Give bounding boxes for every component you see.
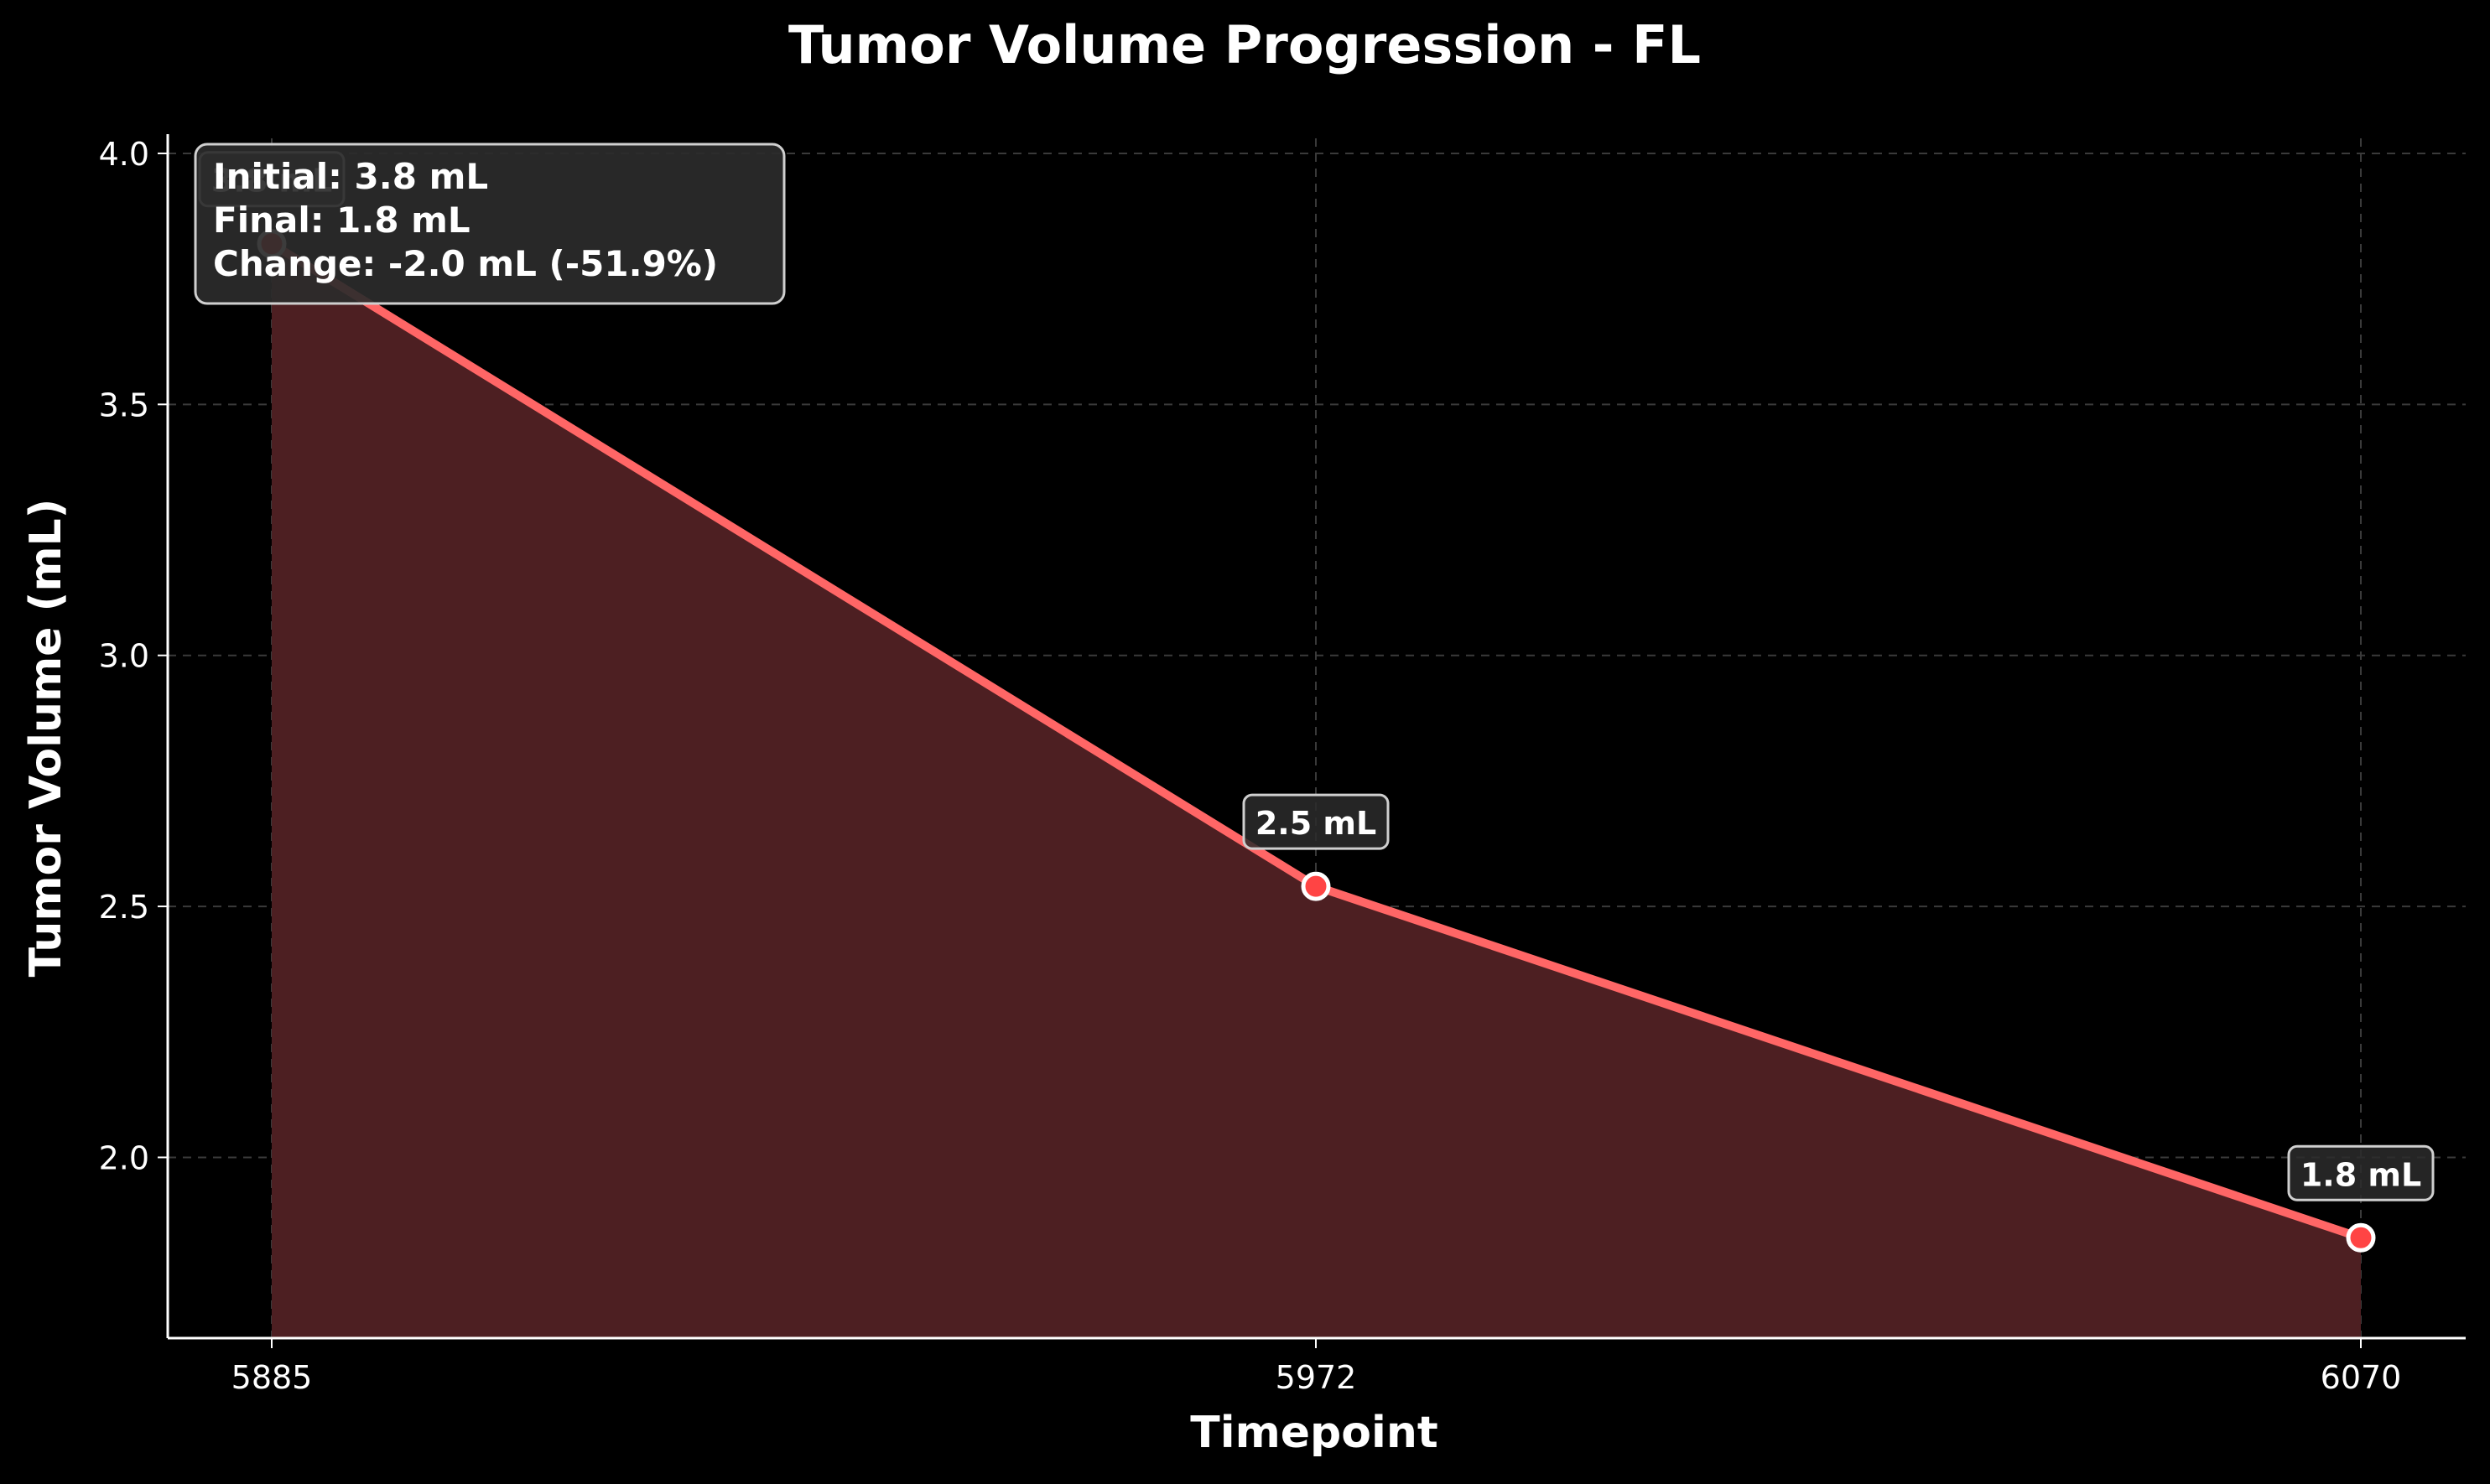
x-tick-label: 5972 (1276, 1359, 1357, 1396)
summary-box-background (194, 143, 786, 305)
data-label: 2.5 mL (1242, 793, 1390, 850)
data-label-box (1242, 793, 1390, 850)
axis-layer: 2.0 2.5 3.0 3.5 4.0 5885 5972 6070 (99, 134, 2466, 1396)
y-tick-label: 2.0 (99, 1139, 149, 1176)
summary-initial: Initial: 3.8 mL (213, 156, 488, 197)
y-axis-label: Tumor Volume (mL) (21, 499, 71, 978)
data-label-box (2287, 1144, 2435, 1201)
y-tick-label: 3.0 (99, 638, 149, 675)
x-tick-label: 6070 (2321, 1359, 2402, 1396)
data-point-marker (2346, 1222, 2376, 1253)
summary-box: Initial: 3.8 mL Final: 1.8 mL Change: -2… (194, 143, 786, 305)
y-tick-label: 4.0 (99, 136, 149, 173)
x-tick-label: 5885 (231, 1359, 313, 1396)
y-tick-label: 2.5 (99, 889, 149, 926)
summary-change: Change: -2.0 mL (-51.9%) (213, 243, 718, 284)
data-label-text: 2.5 mL (1255, 805, 1376, 842)
chart-title: Tumor Volume Progression - FL (788, 14, 1701, 75)
data-label: 1.8 mL (2287, 1144, 2435, 1201)
data-point-marker (1301, 871, 1331, 901)
summary-final: Final: 1.8 mL (213, 200, 470, 241)
y-tick-label: 3.5 (99, 387, 149, 423)
data-label-text: 1.8 mL (2300, 1156, 2421, 1193)
x-axis-label: Timepoint (1190, 1408, 1437, 1458)
